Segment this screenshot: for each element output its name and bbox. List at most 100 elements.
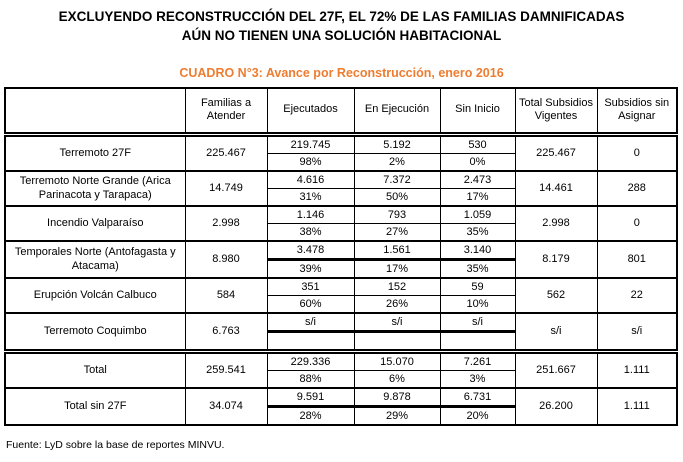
cell-en-ejecucion: 5.192 xyxy=(353,133,441,154)
cell-ejecutados: 9.591 xyxy=(266,386,355,407)
table-row-pct: 60% 26% 10% xyxy=(5,294,677,314)
cell-familias: 584 xyxy=(184,276,268,314)
header-row: Familias a Atender Ejecutados En Ejecuci… xyxy=(4,87,678,137)
cell-ejecutados-pct: 88% xyxy=(266,369,355,389)
cell-subsidios-sin-asignar: 801 xyxy=(596,239,678,279)
reconstruction-table: Familias a Atender Ejecutados En Ejecuci… xyxy=(4,86,678,426)
cell-subsidios-sin-asignar: s/i xyxy=(596,311,678,352)
cell-sin-inicio: 530 xyxy=(439,133,516,154)
cell-sin-inicio: 59 xyxy=(439,276,516,296)
report-page: EXCLUYENDO RECONSTRUCCIÓN DEL 27F, EL 72… xyxy=(0,8,683,462)
cell-total-subsidios: 26.200 xyxy=(514,386,598,426)
col-header-en-ejecucion: En Ejecución xyxy=(353,87,441,137)
cell-en-ejecucion: 1.561 xyxy=(353,239,441,260)
cell-ejecutados-pct: 31% xyxy=(266,187,355,207)
table-row-pct: 39% 17% 35% xyxy=(5,257,677,279)
cell-sin-inicio-pct: 10% xyxy=(439,294,516,314)
cell-en-ejecucion: 793 xyxy=(353,204,441,224)
col-header-familias: Familias a Atender xyxy=(184,87,268,137)
cell-sin-inicio-pct: 17% xyxy=(439,187,516,207)
cell-en-ejecucion-pct: 2% xyxy=(353,152,441,172)
table-row: Temporales Norte (Antofagasta y Atacama)… xyxy=(4,239,678,279)
cell-ejecutados: 219.745 xyxy=(266,133,355,154)
cell-ejecutados: s/i xyxy=(266,311,355,332)
cell-sin-inicio-pct: 35% xyxy=(439,222,516,242)
cell-ejecutados: 1.146 xyxy=(266,204,355,224)
cell-familias: 6.763 xyxy=(184,311,268,352)
cell-total-subsidios: 2.998 xyxy=(514,204,598,242)
table-row-total-sin-27f: Total sin 27F 34.074 9.591 9.878 6.731 2… xyxy=(4,386,678,426)
row-label: Total sin 27F xyxy=(4,386,186,426)
cell-sin-inicio: s/i xyxy=(439,311,516,332)
cell-subsidios-sin-asignar: 22 xyxy=(596,276,678,314)
cell-en-ejecucion-pct: 26% xyxy=(353,294,441,314)
page-title: EXCLUYENDO RECONSTRUCCIÓN DEL 27F, EL 72… xyxy=(10,8,673,46)
cell-sin-inicio-pct: 35% xyxy=(439,257,516,279)
cell-en-ejecucion: 152 xyxy=(353,276,441,296)
cell-familias: 14.749 xyxy=(184,169,268,207)
cell-total-subsidios: 225.467 xyxy=(514,133,598,172)
cell-sin-inicio: 2.473 xyxy=(439,169,516,189)
cell-sin-inicio: 3.140 xyxy=(439,239,516,260)
row-label: Temporales Norte (Antofagasta y Atacama) xyxy=(4,239,186,279)
row-label: Erupción Volcán Calbuco xyxy=(4,276,186,314)
cell-ejecutados-pct: 38% xyxy=(266,222,355,242)
cell-sin-inicio: 1.059 xyxy=(439,204,516,224)
table-row: Erupción Volcán Calbuco 584 351 152 59 5… xyxy=(4,276,678,314)
cell-en-ejecucion-pct: 27% xyxy=(353,222,441,242)
col-header-sin-inicio: Sin Inicio xyxy=(439,87,516,137)
cell-en-ejecucion-pct: 6% xyxy=(353,369,441,389)
row-label: Terremoto Coquimbo xyxy=(4,311,186,352)
cell-familias: 2.998 xyxy=(184,204,268,242)
col-header-total-subsidios: Total Subsidios Vigentes xyxy=(514,87,598,137)
cell-subsidios-sin-asignar: 0 xyxy=(596,204,678,242)
cell-en-ejecucion-pct: 17% xyxy=(353,257,441,279)
table-row: Terremoto Coquimbo 6.763 s/i s/i s/i s/i… xyxy=(4,311,678,352)
cell-sin-inicio: 6.731 xyxy=(439,386,516,407)
page-title-line2: AÚN NO TIENEN UNA SOLUCIÓN HABITACIONAL xyxy=(181,27,502,43)
cell-total-subsidios: s/i xyxy=(514,311,598,352)
cell-en-ejecucion-pct: 50% xyxy=(353,187,441,207)
corner-header-cell xyxy=(4,87,186,137)
col-header-subsidios-sin-asignar: Subsidios sin Asignar xyxy=(596,87,678,137)
row-label: Total xyxy=(4,348,186,389)
cell-en-ejecucion-pct: 29% xyxy=(353,404,441,426)
table-row-pct: 31% 50% 17% xyxy=(5,187,677,207)
table-row: Terremoto 27F 225.467 219.745 5.192 530 … xyxy=(4,133,678,172)
cell-ejecutados: 351 xyxy=(266,276,355,296)
cell-total-subsidios: 251.667 xyxy=(514,348,598,389)
source-note: Fuente: LyD sobre la base de reportes MI… xyxy=(6,438,225,451)
cell-ejecutados-pct: 28% xyxy=(266,404,355,426)
cell-en-ejecucion: 15.070 xyxy=(353,348,441,371)
col-header-ejecutados: Ejecutados xyxy=(266,87,355,137)
table-row-pct: 28% 29% 20% xyxy=(5,404,677,426)
cell-ejecutados: 229.336 xyxy=(266,348,355,371)
cell-sin-inicio-pct: 3% xyxy=(439,369,516,389)
cell-total-subsidios: 562 xyxy=(514,276,598,314)
cell-ejecutados: 4.616 xyxy=(266,169,355,189)
table-row: Terremoto Norte Grande (Arica Parinacota… xyxy=(4,169,678,207)
cell-ejecutados-pct: 39% xyxy=(266,257,355,279)
row-label: Terremoto Norte Grande (Arica Parinacota… xyxy=(4,169,186,207)
cell-en-ejecucion: 9.878 xyxy=(353,386,441,407)
page-title-line1: EXCLUYENDO RECONSTRUCCIÓN DEL 27F, EL 72… xyxy=(58,9,625,24)
cell-familias: 34.074 xyxy=(184,386,268,426)
cell-en-ejecucion-pct xyxy=(353,329,441,352)
table-subtitle: CUADRO N°3: Avance por Reconstrucción, e… xyxy=(179,65,504,80)
cell-subsidios-sin-asignar: 0 xyxy=(596,133,678,172)
cell-en-ejecucion: s/i xyxy=(353,311,441,332)
cell-sin-inicio-pct xyxy=(439,329,516,352)
row-label: Incendio Valparaíso xyxy=(4,204,186,242)
table-row-pct: 88% 6% 3% xyxy=(5,369,677,389)
cell-familias: 8.980 xyxy=(184,239,268,279)
cell-total-subsidios: 8.179 xyxy=(514,239,598,279)
cell-sin-inicio-pct: 0% xyxy=(439,152,516,172)
cell-sin-inicio-pct: 20% xyxy=(439,404,516,426)
cell-ejecutados-pct: 98% xyxy=(266,152,355,172)
cell-sin-inicio: 7.261 xyxy=(439,348,516,371)
cell-total-subsidios: 14.461 xyxy=(514,169,598,207)
cell-familias: 225.467 xyxy=(184,133,268,172)
table-row: Incendio Valparaíso 2.998 1.146 793 1.05… xyxy=(4,204,678,242)
cell-ejecutados-pct: 60% xyxy=(266,294,355,314)
cell-familias: 259.541 xyxy=(184,348,268,389)
